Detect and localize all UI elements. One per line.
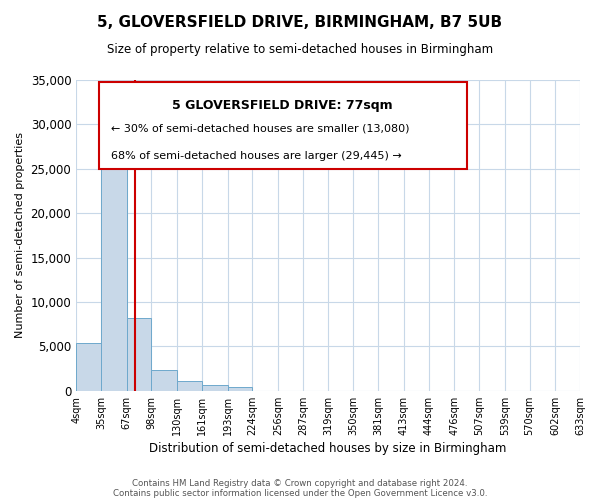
Bar — [202, 386, 227, 391]
X-axis label: Distribution of semi-detached houses by size in Birmingham: Distribution of semi-detached houses by … — [149, 442, 507, 455]
Bar — [127, 318, 151, 391]
Bar — [76, 343, 101, 391]
Text: Contains public sector information licensed under the Open Government Licence v3: Contains public sector information licen… — [113, 488, 487, 498]
Y-axis label: Number of semi-detached properties: Number of semi-detached properties — [15, 132, 25, 338]
FancyBboxPatch shape — [99, 82, 467, 168]
Text: Contains HM Land Registry data © Crown copyright and database right 2024.: Contains HM Land Registry data © Crown c… — [132, 478, 468, 488]
Bar — [101, 158, 127, 391]
Bar — [227, 388, 253, 391]
Text: ← 30% of semi-detached houses are smaller (13,080): ← 30% of semi-detached houses are smalle… — [112, 124, 410, 134]
Text: 5 GLOVERSFIELD DRIVE: 77sqm: 5 GLOVERSFIELD DRIVE: 77sqm — [172, 98, 393, 112]
Text: Size of property relative to semi-detached houses in Birmingham: Size of property relative to semi-detach… — [107, 42, 493, 56]
Text: 68% of semi-detached houses are larger (29,445) →: 68% of semi-detached houses are larger (… — [112, 152, 402, 162]
Bar — [177, 381, 202, 391]
Bar — [151, 370, 177, 391]
Text: 5, GLOVERSFIELD DRIVE, BIRMINGHAM, B7 5UB: 5, GLOVERSFIELD DRIVE, BIRMINGHAM, B7 5U… — [97, 15, 503, 30]
